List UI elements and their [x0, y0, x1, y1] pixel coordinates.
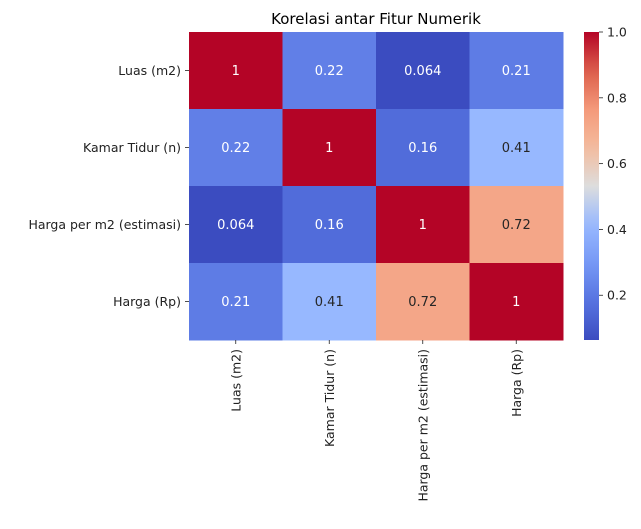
cell-value-label-r1-c2: 0.16 — [408, 141, 437, 156]
colorbar-tick-label-2: 0.6 — [607, 156, 627, 171]
cell-value-label-r3-c2: 0.72 — [408, 295, 437, 310]
cell-value-label-r1-c0: 0.22 — [221, 141, 250, 156]
column-label-harga-rp: Harga (Rp) — [509, 349, 524, 417]
cell-value-label-r2-c1: 0.16 — [315, 218, 344, 233]
heatmap-cell-r3-c1 — [282, 263, 377, 341]
row-label-luas-m2: Luas (m2) — [118, 63, 181, 78]
heatmap-cell-r1-c1 — [282, 109, 377, 187]
row-label-kamar-tidur-n: Kamar Tidur (n) — [83, 140, 181, 155]
cell-value-label-r0-c3: 0.21 — [502, 64, 531, 79]
heatmap-cell-r0-c3 — [469, 32, 564, 110]
column-label-kamar-tidur-n: Kamar Tidur (n) — [322, 349, 337, 447]
heatmap-cells: 1 0.22 0.064 0.21 0.22 1 0.16 0.41 0.064 0.16 1 0.7… — [189, 32, 564, 341]
cell-value-label-r3-c3: 1 — [512, 295, 520, 310]
row-tick-labels: Luas (m2) Kamar Tidur (n) Harga per m2 (es… — [28, 63, 189, 309]
cell-value-label-r1-c1: 1 — [325, 141, 333, 156]
cell-value-label-r2-c3: 0.72 — [502, 218, 531, 233]
column-tick-labels: Luas (m2) Kamar Tidur (n) Harga per m2 (es… — [228, 340, 524, 502]
cell-value-label-r2-c0: 0.064 — [217, 218, 254, 233]
heatmap-cell-r2-c3 — [469, 186, 564, 264]
colorbar: 0.2 0.4 0.6 0.8 1.0 — [584, 25, 627, 340]
heatmap-cell-r2-c0 — [189, 186, 283, 264]
colorbar-gradient — [584, 32, 599, 340]
heatmap-cell-r3-c3 — [469, 263, 564, 341]
cell-value-label-r2-c2: 1 — [419, 218, 427, 233]
heatmap-cell-r0-c0 — [189, 32, 283, 110]
heatmap-cell-r2-c2 — [376, 186, 470, 264]
heatmap-cell-r2-c1 — [282, 186, 377, 264]
heatmap-cell-r0-c1 — [282, 32, 377, 110]
colorbar-tick-label-4: 1.0 — [607, 25, 627, 40]
heatmap-cell-r1-c0 — [189, 109, 283, 187]
heatmap-cell-r3-c0 — [189, 263, 283, 341]
row-label-harga-rp: Harga (Rp) — [113, 294, 181, 309]
colorbar-tick-label-1: 0.4 — [607, 222, 627, 237]
column-label-luas-m2: Luas (m2) — [228, 349, 243, 412]
colorbar-tick-label-3: 0.8 — [607, 90, 627, 105]
heatmap-cell-r1-c2 — [376, 109, 470, 187]
cell-value-label-r0-c1: 0.22 — [315, 64, 344, 79]
colorbar-tick-label-0: 0.2 — [607, 288, 627, 303]
row-label-harga-per-m2-estimasi: Harga per m2 (estimasi) — [28, 217, 181, 232]
column-label-harga-per-m2-estimasi: Harga per m2 (estimasi) — [415, 349, 430, 502]
chart-title: Korelasi antar Fitur Numerik — [271, 10, 481, 28]
heatmap-cell-r1-c3 — [469, 109, 564, 187]
cell-value-label-r1-c3: 0.41 — [502, 141, 531, 156]
cell-value-label-r3-c1: 0.41 — [315, 295, 344, 310]
cell-value-label-r3-c0: 0.21 — [221, 295, 250, 310]
heatmap-cell-r3-c2 — [376, 263, 470, 341]
cell-value-label-r0-c0: 1 — [232, 64, 240, 79]
heatmap-cell-r0-c2 — [376, 32, 470, 110]
cell-value-label-r0-c2: 0.064 — [404, 64, 441, 79]
